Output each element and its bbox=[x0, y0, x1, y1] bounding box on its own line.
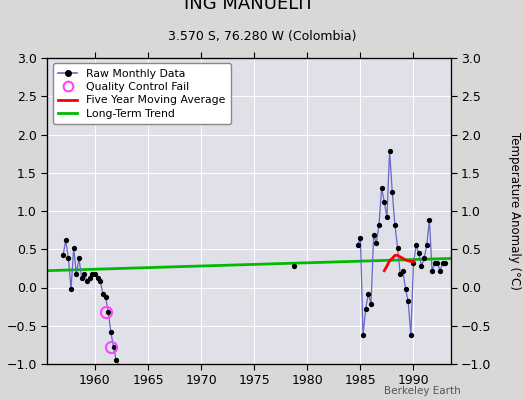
Y-axis label: Temperature Anomaly (°C): Temperature Anomaly (°C) bbox=[508, 132, 521, 290]
Text: Berkeley Earth: Berkeley Earth bbox=[385, 386, 461, 396]
Text: 3.570 S, 76.280 W (Colombia): 3.570 S, 76.280 W (Colombia) bbox=[168, 30, 356, 43]
Legend: Raw Monthly Data, Quality Control Fail, Five Year Moving Average, Long-Term Tren: Raw Monthly Data, Quality Control Fail, … bbox=[52, 64, 231, 124]
Title: ING MANUELIT: ING MANUELIT bbox=[183, 0, 314, 12]
